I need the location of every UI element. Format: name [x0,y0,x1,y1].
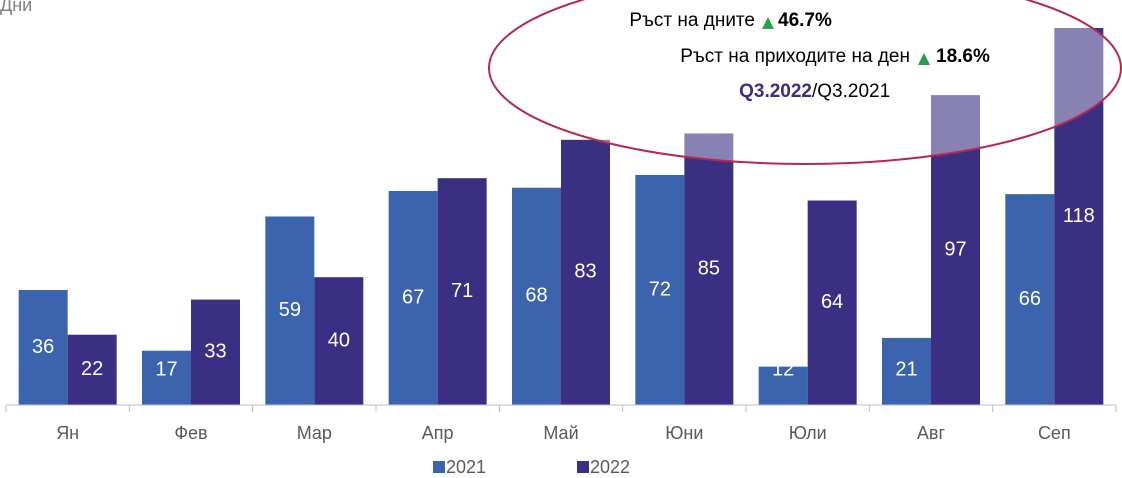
annotation-value: 46.7% [778,10,832,31]
annotation: Ръст на дните 46.7% Ръст на приходите на… [629,10,990,102]
bar [635,174,685,405]
data-label: 40 [328,329,350,351]
data-label: 68 [525,285,547,307]
bar [807,200,857,405]
data-label: 67 [402,286,424,308]
annotation-text: /Q3.2021 [812,81,890,102]
bar [512,187,561,405]
annotation-ellipse [488,0,1122,165]
bar [1005,194,1055,405]
data-label: 97 [944,238,966,260]
data-label: 22 [81,358,103,380]
bar [191,299,240,405]
bar [388,190,438,405]
bar [561,139,610,406]
data-label: 85 [698,257,720,279]
bar [314,277,364,405]
bar [142,350,191,405]
bar [758,366,808,405]
x-tick-label: Апр [422,423,454,443]
up-arrow [918,53,930,65]
data-label: 33 [204,341,226,363]
data-label: 72 [649,278,671,300]
x-tick-label: Юли [789,423,827,443]
legend-label: 2021 [446,457,486,477]
data-label: 83 [574,261,596,283]
chart-title: Дни [0,0,32,15]
x-tick-label: Май [543,423,578,443]
x-tick-label: Сеп [1038,423,1071,443]
bars: 36 22 17 33 59 40 67 71 68 83 72 85 12 64 21 97 66 118 [18,28,1104,406]
data-label: 66 [1019,288,1041,310]
legend-swatch [433,461,445,473]
bar [67,334,117,405]
annotation-text: Ръст на дните [629,10,755,31]
legend-swatch [577,461,589,473]
x-tick-label: Фев [174,423,207,443]
data-label: 17 [155,358,177,380]
data-label: 21 [895,358,917,380]
bar [1054,28,1104,405]
x-tick-label: Юни [665,423,703,443]
bar [18,289,68,405]
x-tick-label: Авг [917,423,946,443]
bar [882,337,931,405]
bar [437,178,487,405]
data-label: 118 [1063,205,1095,227]
annotation-highlight: Q3.2022 [739,81,812,102]
data-label: 59 [279,299,301,321]
data-label: 64 [821,291,843,313]
legend-label: 2022 [590,457,630,477]
bar [931,95,980,405]
annotation-value: 18.6% [936,46,990,67]
x-tick-label: Ян [56,423,79,443]
bar [265,216,315,405]
up-arrow [762,17,774,29]
data-label: 36 [32,336,54,358]
data-label: 12 [772,358,794,380]
data-label: 71 [451,280,473,302]
annotation-text: Ръст на приходите на ден [680,46,910,67]
x-tick-label: Мар [297,423,332,443]
bar [684,133,734,406]
